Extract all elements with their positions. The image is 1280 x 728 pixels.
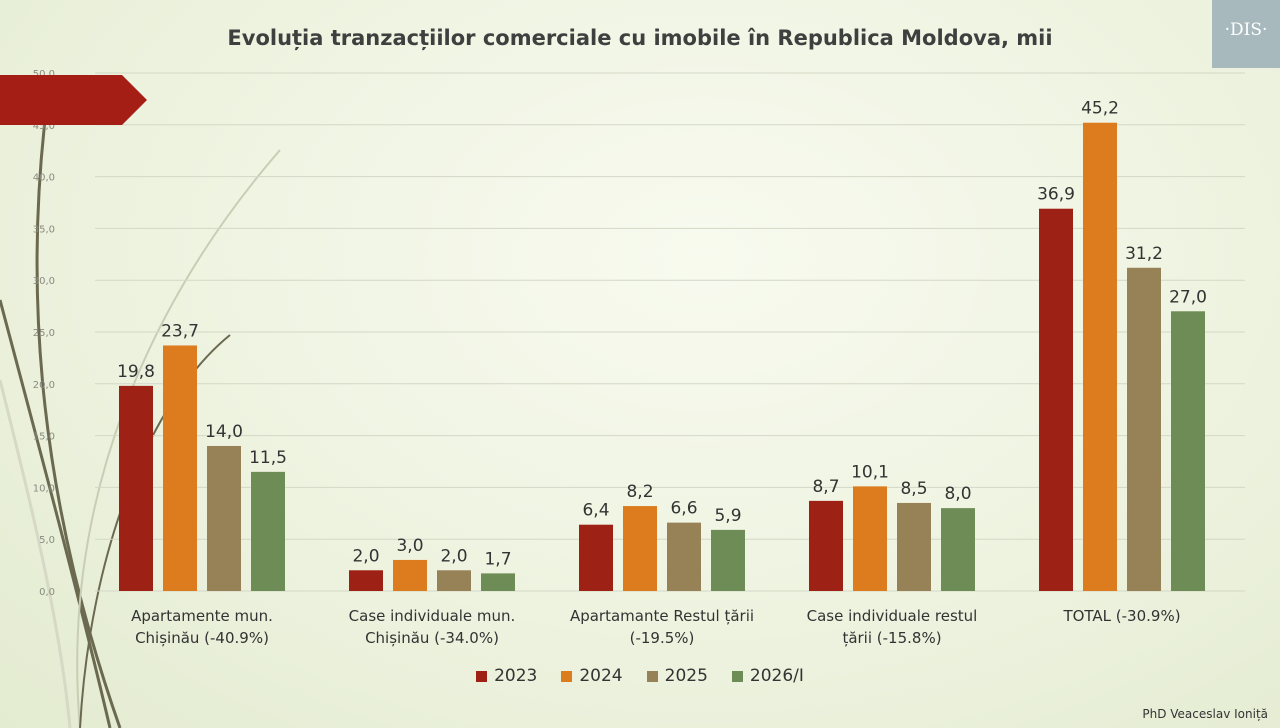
y-tick-label: 5,0 <box>39 535 55 546</box>
bar-2024 <box>163 345 197 591</box>
author-credit: PhD Veaceslav Ioniță <box>1142 707 1268 721</box>
chart-title: Evoluția tranzacțiilor comerciale cu imo… <box>227 26 1053 50</box>
y-tick-label: 40,0 <box>33 173 55 184</box>
logo: ·DIS· <box>1212 0 1280 68</box>
bar-2025 <box>207 445 241 591</box>
bar-2024 <box>393 559 427 591</box>
data-label: 11,5 <box>249 448 287 468</box>
data-label: 8,7 <box>812 477 839 497</box>
bar-2023 <box>809 500 843 591</box>
data-label: 6,4 <box>582 501 609 521</box>
legend-swatch <box>646 670 658 682</box>
legend-label: 2026/I <box>749 666 804 686</box>
bar-2025 <box>667 522 701 591</box>
bar-2023 <box>349 570 383 591</box>
y-tick-label: 0,0 <box>39 587 55 598</box>
decorative-arrow <box>0 75 147 125</box>
x-category-label: Chișinău (-40.9%) <box>135 629 269 647</box>
bar-2023 <box>119 385 153 591</box>
legend-item-2025: 2025 <box>646 666 708 686</box>
bar-2023 <box>1039 208 1073 591</box>
data-label: 8,5 <box>900 479 927 499</box>
y-tick-label: 30,0 <box>33 276 55 287</box>
legend: 2023 2024 2025 2026/I <box>0 666 1280 686</box>
bar-2026-I <box>481 573 515 591</box>
data-label: 2,0 <box>440 546 467 566</box>
y-tick-label: 35,0 <box>33 224 55 235</box>
data-label: 45,2 <box>1081 99 1119 119</box>
data-label: 10,1 <box>851 462 889 482</box>
bar-2025 <box>1127 267 1161 591</box>
y-tick-label: 25,0 <box>33 328 55 339</box>
data-label: 1,7 <box>484 549 511 569</box>
legend-swatch <box>476 670 488 682</box>
data-label: 14,0 <box>205 422 243 442</box>
legend-label: 2024 <box>579 666 623 686</box>
bar-2025 <box>437 570 471 591</box>
x-category-label: Case individuale mun. <box>349 607 516 625</box>
data-label: 8,2 <box>626 482 653 502</box>
data-label: 36,9 <box>1037 185 1075 205</box>
data-label: 23,7 <box>161 321 199 341</box>
y-tick-label: 10,0 <box>33 483 55 494</box>
bar-2026-I <box>711 529 745 591</box>
bar-2023 <box>579 524 613 591</box>
y-tick-label: 45,0 <box>33 121 55 132</box>
x-category-label: Chișinău (-34.0%) <box>365 629 499 647</box>
legend-label: 2025 <box>664 666 708 686</box>
data-label: 19,8 <box>117 362 155 382</box>
y-tick-label: 15,0 <box>33 432 55 443</box>
bar-2025 <box>897 502 931 591</box>
legend-item-2023: 2023 <box>476 666 537 686</box>
x-category-label: (-19.5%) <box>630 629 695 647</box>
data-label: 31,2 <box>1125 244 1163 264</box>
bar-2024 <box>623 506 657 591</box>
data-label: 2,0 <box>352 546 379 566</box>
x-category-label: Apartamente mun. <box>131 607 273 625</box>
bar-2024 <box>1083 122 1117 591</box>
data-label: 8,0 <box>944 484 971 504</box>
y-tick-label: 50,0 <box>33 69 55 80</box>
bar-2024 <box>853 486 887 591</box>
x-category-label: Case individuale restul <box>807 607 978 625</box>
legend-swatch <box>731 670 743 682</box>
legend-item-2024: 2024 <box>561 666 623 686</box>
bar-2026-I <box>251 471 285 591</box>
data-label: 3,0 <box>396 536 423 556</box>
x-category-label: țării (-15.8%) <box>842 629 941 647</box>
x-category-label: Apartamante Restul țării <box>570 607 754 625</box>
data-label: 6,6 <box>670 499 697 519</box>
legend-item-2026: 2026/I <box>731 666 804 686</box>
data-label: 5,9 <box>714 506 741 526</box>
bar-2026-I <box>941 508 975 591</box>
legend-label: 2023 <box>494 666 538 686</box>
data-label: 27,0 <box>1169 287 1207 307</box>
y-tick-label: 20,0 <box>33 380 55 391</box>
legend-swatch <box>561 670 573 682</box>
bar-2026-I <box>1171 311 1205 591</box>
x-category-label: TOTAL (-30.9%) <box>1062 607 1180 625</box>
